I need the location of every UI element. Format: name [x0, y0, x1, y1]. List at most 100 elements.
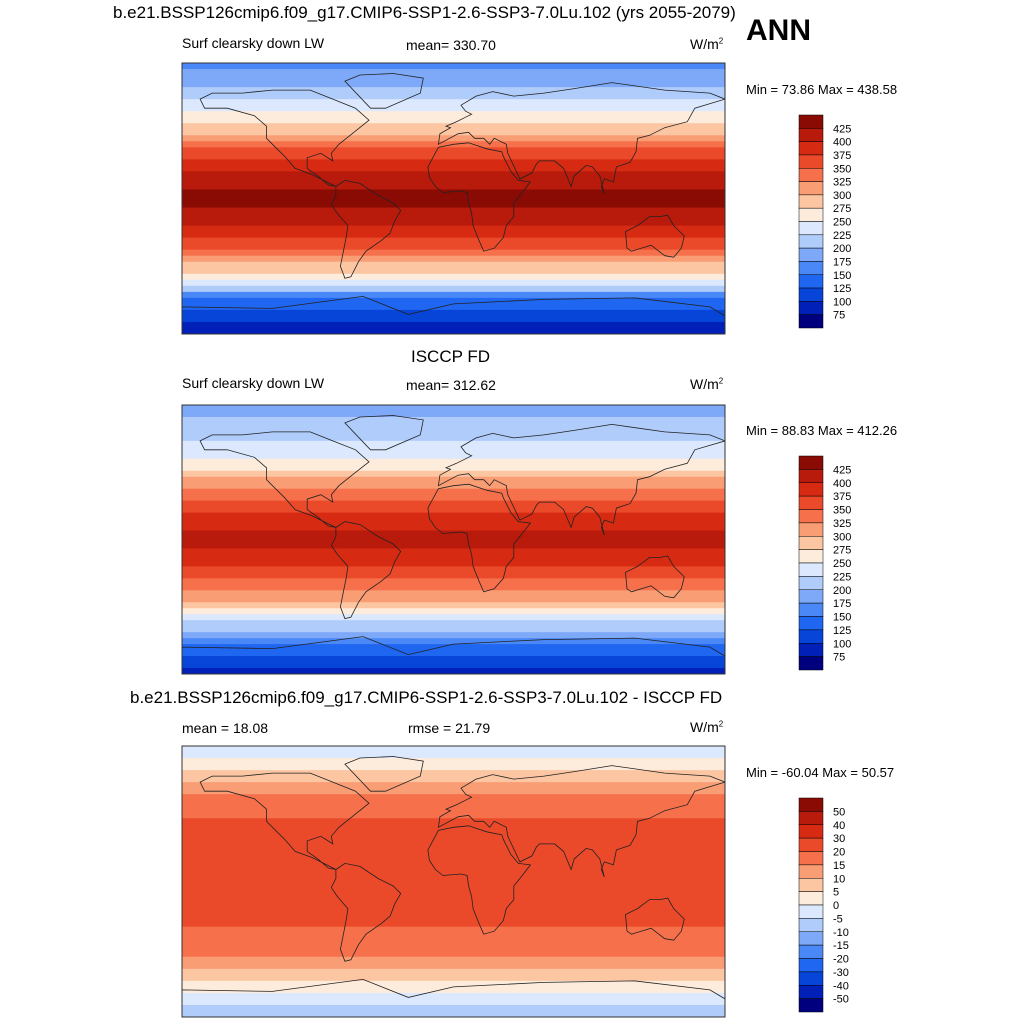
zonal-band [182, 165, 725, 172]
zonal-band [182, 908, 725, 916]
colorbar-cell [798, 154, 824, 169]
colorbar-tick-label: 250 [833, 558, 851, 570]
zonal-band [182, 416, 725, 424]
zonal-band [182, 530, 725, 538]
colorbar-tick-label: 175 [833, 598, 851, 610]
zonal-band [182, 920, 725, 928]
zonal-band [182, 632, 725, 639]
map-panel-1 [181, 62, 726, 335]
map-frame [181, 404, 726, 675]
zonal-band [182, 596, 725, 603]
zonal-band [182, 944, 725, 952]
zonal-band [182, 572, 725, 579]
coastline [330, 862, 402, 962]
colorbar-cell [798, 301, 824, 315]
zonal-band [182, 896, 725, 904]
colorbar-cell [798, 616, 824, 631]
zonal-band [182, 75, 725, 82]
coastline [344, 415, 424, 451]
zonal-band [182, 854, 725, 862]
zonal-band [182, 932, 725, 940]
coastline [427, 142, 532, 252]
zonal-band [182, 902, 725, 910]
colorbar-cell [798, 837, 824, 852]
panel3-rmse-label: rmse = 21.79 [408, 720, 491, 736]
panel1-title: b.e21.BSSP126cmip6.f09_g17.CMIP6-SSP1-2.… [113, 3, 736, 22]
colorbar-tick-label: 375 [833, 150, 851, 162]
map-field-2 [182, 405, 725, 674]
colorbar-cell [798, 851, 824, 866]
zonal-band [182, 542, 725, 550]
colorbar-cell [798, 878, 824, 892]
zonal-band [182, 938, 725, 946]
zonal-band [182, 872, 725, 880]
colorbar-tick-label: -20 [833, 954, 849, 966]
zonal-band [182, 111, 725, 118]
colorbar-tick-label: 300 [833, 531, 851, 543]
colorbar-tick-label: 275 [833, 203, 851, 215]
colorbar-cell [798, 287, 824, 302]
colorbar-tick-label: 425 [833, 464, 851, 476]
zonal-band [182, 1004, 725, 1012]
zonal-band [182, 950, 725, 958]
colorbar-cell [798, 469, 824, 483]
season-label: ANN [746, 14, 811, 47]
panel1-minmax: Min = 73.86 Max = 438.58 [746, 82, 898, 97]
zonal-band [182, 1010, 725, 1017]
coastline [344, 756, 424, 792]
colorbar-cell [798, 194, 824, 209]
colorbar-tick-label: 125 [833, 283, 851, 295]
zonal-band [182, 201, 725, 209]
zonal-band [182, 566, 725, 573]
zonal-band [182, 524, 725, 532]
zonal-band [182, 303, 725, 311]
zonal-band [182, 536, 725, 544]
colorbar-cell [798, 971, 824, 986]
zonal-band [182, 297, 725, 305]
zonal-band [182, 422, 725, 430]
colorbar-tick-label: 400 [833, 478, 851, 490]
zonal-band [182, 986, 725, 994]
zonal-band [182, 860, 725, 868]
zonal-band [182, 285, 725, 293]
zonal-band [182, 506, 725, 514]
colorbar-cell [798, 562, 824, 577]
colorbar-tick-label: 0 [833, 900, 839, 912]
zonal-band [182, 129, 725, 136]
zonal-band [182, 434, 725, 442]
zonal-band [182, 195, 725, 203]
colorbar-cell [798, 931, 824, 946]
coastline [625, 214, 685, 258]
coastline [199, 89, 370, 187]
zonal-band [182, 171, 725, 179]
zonal-band [182, 428, 725, 436]
zonal-band [182, 261, 725, 269]
zonal-band [182, 848, 725, 855]
colorbar-cell [798, 181, 824, 196]
zonal-band [182, 267, 725, 275]
colorbar-cell [798, 944, 824, 959]
zonal-band [182, 788, 725, 795]
colorbar-tick-label: -15 [833, 940, 849, 952]
colorbar-cell [798, 522, 824, 537]
colorbar-cell [798, 261, 824, 275]
panel2-minmax: Min = 88.83 Max = 412.26 [746, 423, 898, 438]
colorbar-tick-label: 100 [833, 638, 851, 650]
zonal-band [182, 608, 725, 615]
zonal-band [182, 662, 725, 669]
colorbar-tick-label: 425 [833, 123, 851, 135]
zonal-band [182, 189, 725, 197]
zonal-band [182, 452, 725, 460]
zonal-band [182, 273, 725, 281]
colorbar-cell [798, 221, 824, 236]
colorbar-tick-label: 75 [833, 652, 845, 664]
colorbar-tick-label: 375 [833, 491, 851, 503]
coastline [437, 765, 725, 878]
panel1-units: W/m2 [690, 36, 724, 52]
colorbar-tick-label: -10 [833, 927, 849, 939]
colorbar-tick-label: 15 [833, 860, 845, 872]
colorbar-cell [798, 274, 824, 289]
colorbar-cell [798, 643, 824, 657]
zonal-band [182, 830, 725, 837]
